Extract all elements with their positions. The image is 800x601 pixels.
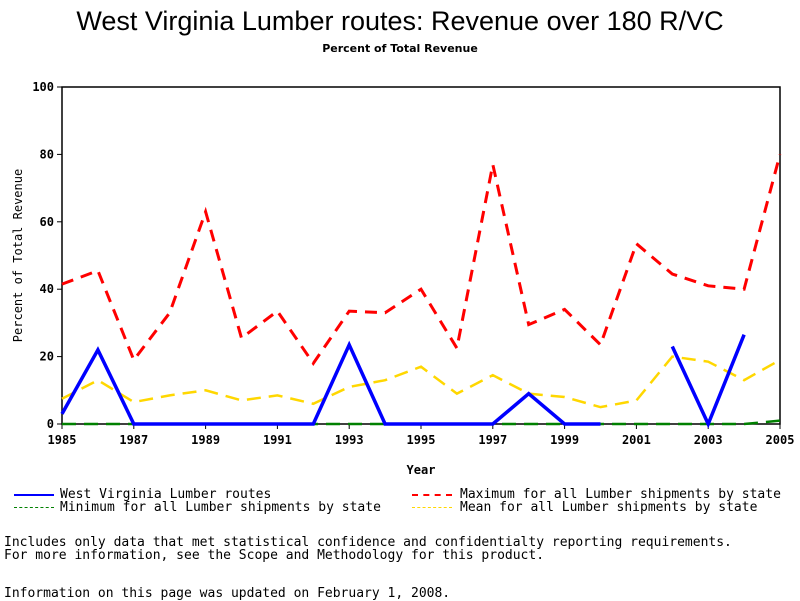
x-tick-label: 1993 xyxy=(335,433,364,447)
y-tick-label: 20 xyxy=(40,350,54,364)
y-tick-label: 40 xyxy=(40,282,54,296)
x-tick-label: 2003 xyxy=(694,433,723,447)
legend-swatch-mean xyxy=(412,507,452,508)
y-tick-label: 80 xyxy=(40,147,54,161)
series-line-0 xyxy=(672,335,744,424)
x-tick-label: 1995 xyxy=(407,433,436,447)
note-methodology: For more information, see the Scope and … xyxy=(4,548,544,563)
y-tick-label: 0 xyxy=(47,417,54,431)
series-line-1 xyxy=(62,154,780,363)
note-updated: Information on this page was updated on … xyxy=(4,586,450,601)
y-tick-label: 100 xyxy=(32,80,54,94)
legend-swatch-min xyxy=(14,507,54,508)
plot-frame xyxy=(62,87,780,424)
y-axis-label: Percent of Total Revenue xyxy=(11,169,25,342)
x-tick-label: 1999 xyxy=(550,433,579,447)
x-tick-label: 2001 xyxy=(622,433,651,447)
series-line-3 xyxy=(62,357,780,408)
legend-swatch-wv xyxy=(14,494,54,496)
series-line-0 xyxy=(62,345,601,424)
x-tick-label: 1985 xyxy=(48,433,77,447)
x-tick-label: 1987 xyxy=(119,433,148,447)
legend-mean: Mean for all Lumber shipments by state xyxy=(460,500,757,515)
legend-swatch-max xyxy=(412,494,452,496)
x-axis-label: Year xyxy=(407,463,436,477)
x-tick-label: 1991 xyxy=(263,433,292,447)
x-tick-label: 1997 xyxy=(478,433,507,447)
legend-min: Minimum for all Lumber shipments by stat… xyxy=(60,500,381,515)
x-tick-label: 2005 xyxy=(766,433,795,447)
y-tick-label: 60 xyxy=(40,215,54,229)
x-tick-label: 1989 xyxy=(191,433,220,447)
